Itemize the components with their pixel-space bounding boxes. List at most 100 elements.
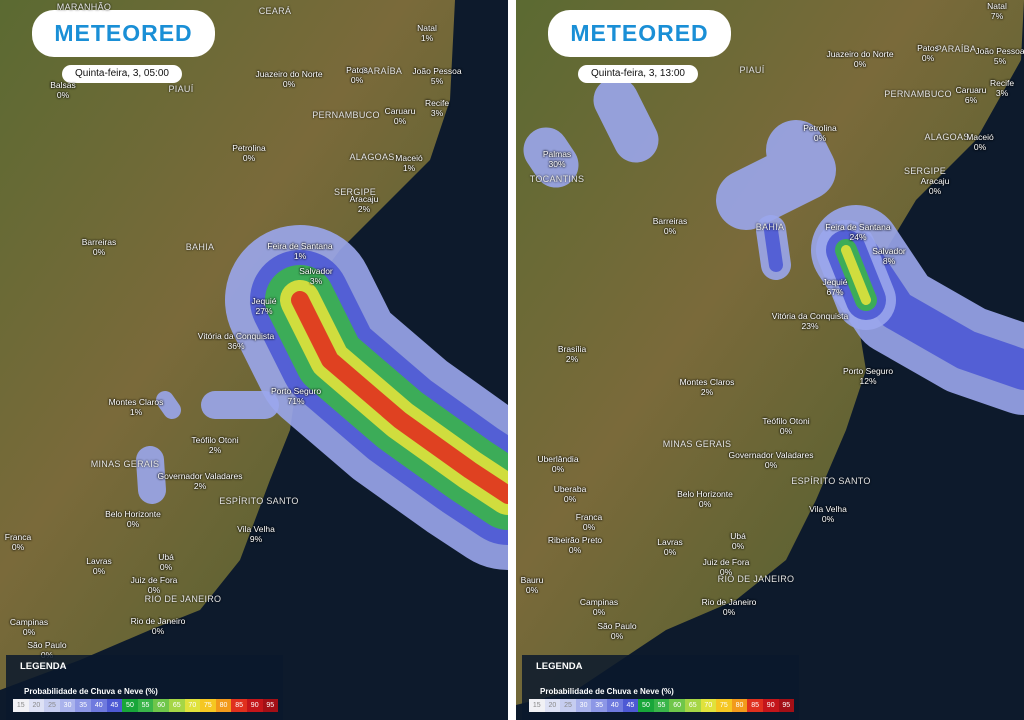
city-value: 0% (11, 542, 25, 552)
region-label: TOCANTINS (529, 174, 585, 184)
city-value: 0% (151, 626, 165, 636)
region-label: SERGIPE (333, 187, 377, 197)
city-value: 67% (826, 287, 844, 297)
region-label: PARAÍBA (361, 66, 403, 76)
legend-cell: 65 (684, 699, 701, 712)
legend-cell: 60 (669, 699, 685, 712)
legend-cell: 65 (168, 699, 185, 712)
region-label: ESPÍRITO SANTO (219, 496, 299, 506)
city-value: 0% (731, 541, 745, 551)
legend-cell: 50 (122, 699, 138, 712)
legend-cell: 40 (90, 699, 107, 712)
city-name: Montes Claros (679, 377, 735, 387)
region-label: RIO DE JANEIRO (144, 594, 222, 604)
legend-cell: 70 (184, 699, 201, 712)
city-value: 0% (393, 116, 407, 126)
legend-cell: 15 (529, 699, 545, 712)
city-value: 0% (764, 460, 778, 470)
city-name: Palmas (542, 149, 572, 159)
map-background (516, 0, 1024, 720)
city-value: 0% (350, 75, 364, 85)
city-value: 0% (921, 53, 935, 63)
city-value: 0% (282, 79, 296, 89)
city-value: 0% (663, 547, 677, 557)
region-label: RIO DE JANEIRO (717, 574, 795, 584)
city-value: 3% (309, 276, 323, 286)
city-value: 8% (882, 256, 896, 266)
city-name: Natal (417, 23, 437, 33)
legend-cell: 85 (747, 699, 763, 712)
city-name: Feira de Santana (267, 241, 333, 251)
city-value: 12% (859, 376, 877, 386)
city-name: Belo Horizonte (677, 489, 733, 499)
city-name: Juazeiro do Norte (255, 69, 323, 79)
legend-cell: 20 (28, 699, 45, 712)
city-name: Teófilo Otoni (191, 435, 239, 445)
city-value: 0% (610, 631, 624, 641)
city-name: Natal (987, 1, 1007, 11)
city-value: 30% (548, 159, 566, 169)
time-label: Quinta-feira, 3, 13:00 (578, 65, 698, 83)
city-value: 24% (849, 232, 867, 242)
legend-subtitle: Probabilidade de Chuva e Neve (%) (540, 687, 674, 696)
city-value: 9% (249, 534, 263, 544)
city-value: 0% (592, 607, 606, 617)
city-name: Feira de Santana (825, 222, 891, 232)
city-value: 0% (973, 142, 987, 152)
city-name: Franca (4, 532, 32, 542)
city-value: 0% (813, 133, 827, 143)
legend-cell: 35 (591, 699, 607, 712)
city-value: 0% (928, 186, 942, 196)
region-label: MINAS GERAIS (90, 459, 160, 469)
city-name: Petrolina (232, 143, 266, 153)
legend-cell: 80 (731, 699, 748, 712)
legend-scale: 15 20 25 30 35 40 45 50 55 60 65 70 75 80 85 90 95 (13, 699, 279, 712)
city-value: 0% (821, 514, 835, 524)
city-name: Jequié (251, 296, 277, 306)
city-name: Salvador (299, 266, 333, 276)
city-value: 23% (801, 321, 819, 331)
city-name: Recife (989, 78, 1015, 88)
city-name: Barreiras (81, 237, 117, 247)
city-name: Vila Velha (237, 524, 275, 534)
city-value: 0% (242, 153, 256, 163)
city-value: 0% (525, 585, 539, 595)
city-name: Patos (917, 43, 939, 53)
legend-cell: 95 (778, 699, 795, 712)
city-name: Vitória da Conquista (197, 331, 275, 341)
legend-cell: 60 (153, 699, 169, 712)
city-name: Aracaju (920, 176, 950, 186)
city-name: Juiz de Fora (130, 575, 178, 585)
city-value: 2% (208, 445, 222, 455)
legend-subtitle: Probabilidade de Chuva e Neve (%) (24, 687, 158, 696)
city-value: 0% (568, 545, 582, 555)
city-name: João Pessoa (975, 46, 1024, 56)
city-name: Uberlândia (537, 454, 579, 464)
city-value: 3% (430, 108, 444, 118)
city-name: São Paulo (597, 621, 637, 631)
city-value: 0% (663, 226, 677, 236)
city-value: 36% (227, 341, 245, 351)
legend-cell: 95 (262, 699, 279, 712)
city-name: Barreiras (652, 216, 688, 226)
city-value: 1% (293, 251, 307, 261)
region-label: BAHIA (185, 242, 215, 252)
legend: LEGENDA Probabilidade de Chuva e Neve (%)… (6, 655, 283, 720)
city-name: Campinas (9, 617, 49, 627)
city-value: 0% (563, 494, 577, 504)
city-value: 2% (357, 204, 371, 214)
legend-cell: 55 (653, 699, 670, 712)
region-label: ALAGOAS (349, 152, 395, 162)
city-value: 2% (565, 354, 579, 364)
city-name: Recife (424, 98, 450, 108)
city-value: 0% (92, 566, 106, 576)
legend-cell: 25 (560, 699, 576, 712)
city-name: Franca (575, 512, 603, 522)
legend-title: LEGENDA (20, 661, 67, 672)
city-value: 5% (993, 56, 1007, 66)
region-label: PARAÍBA (935, 44, 977, 54)
city-value: 0% (779, 426, 793, 436)
city-value: 0% (853, 59, 867, 69)
city-value: 1% (129, 407, 143, 417)
